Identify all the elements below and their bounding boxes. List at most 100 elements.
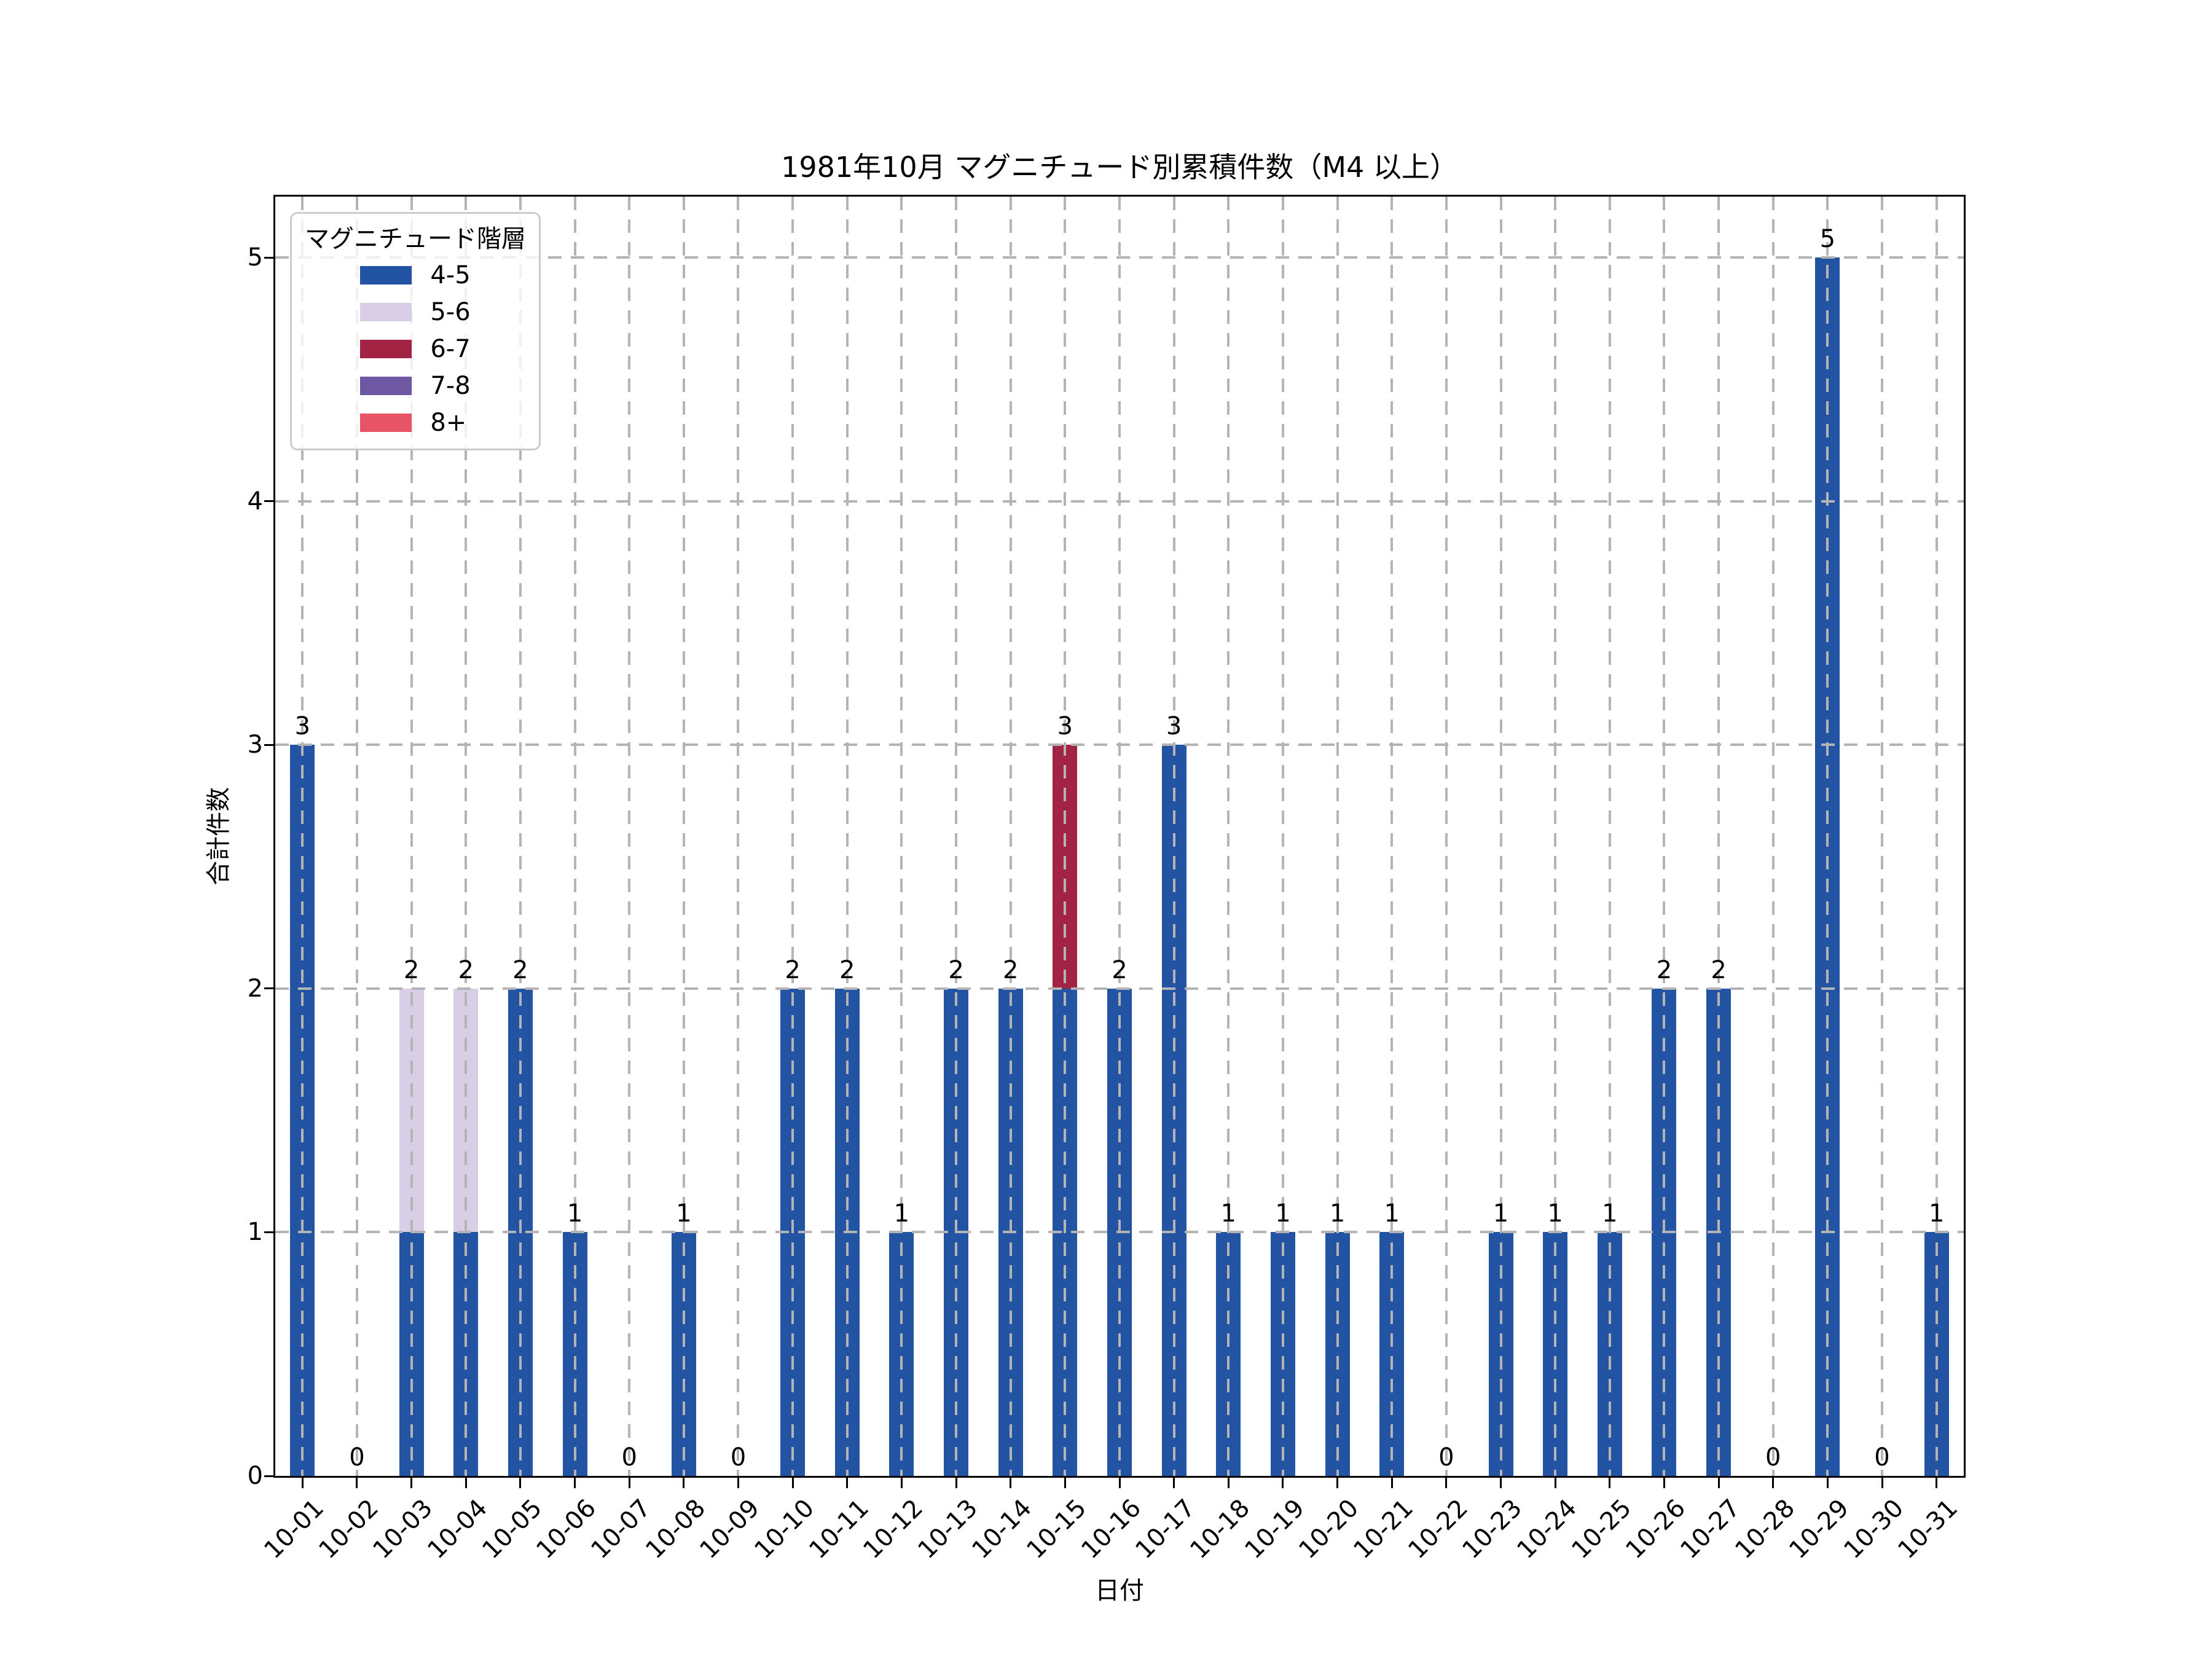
x-tick <box>1118 1477 1121 1488</box>
legend-swatch <box>360 266 412 284</box>
x-tick <box>1390 1477 1393 1488</box>
x-tick-label: 10-28 <box>1729 1494 1800 1565</box>
x-tick <box>1609 1477 1611 1488</box>
x-tick-label: 10-13 <box>912 1494 983 1565</box>
bar-value-label: 2 <box>1002 955 1019 984</box>
x-tick-label: 10-23 <box>1457 1494 1528 1565</box>
x-tick-label: 10-29 <box>1784 1494 1855 1565</box>
bar-value-label: 1 <box>1275 1199 1291 1228</box>
v-gridline <box>1064 197 1067 1476</box>
x-tick <box>410 1477 413 1488</box>
x-tick <box>900 1477 903 1488</box>
bar-value-label: 0 <box>349 1443 365 1472</box>
x-tick <box>1881 1477 1883 1488</box>
x-tick <box>1064 1477 1066 1488</box>
bar-value-label: 2 <box>1112 955 1128 984</box>
x-tick-label: 10-27 <box>1675 1494 1746 1565</box>
legend-title: マグニチュード階層 <box>305 225 526 253</box>
x-tick-label: 10-15 <box>1021 1494 1092 1565</box>
v-gridline <box>900 197 903 1476</box>
bar-value-label: 1 <box>1928 1199 1945 1228</box>
bar-value-label: 2 <box>512 955 528 984</box>
x-tick <box>574 1477 576 1488</box>
y-tick-label: 1 <box>247 1218 263 1247</box>
x-tick-label: 10-05 <box>477 1494 547 1565</box>
bar-value-label: 2 <box>1656 955 1673 984</box>
bar-value-label: 1 <box>1602 1199 1618 1228</box>
legend-item-label: 4-5 <box>430 261 471 289</box>
y-tick-label: 5 <box>247 243 263 272</box>
v-gridline <box>1390 197 1394 1476</box>
legend-row: 6-7 <box>360 331 471 367</box>
x-tick-label: 10-31 <box>1892 1494 1964 1565</box>
y-tick-label: 2 <box>247 974 263 1003</box>
bar-value-label: 1 <box>1492 1199 1509 1228</box>
y-tick <box>264 1475 275 1477</box>
bar-value-label: 0 <box>1874 1443 1890 1472</box>
x-tick <box>1445 1477 1448 1488</box>
y-tick <box>264 256 275 259</box>
legend-row: 4-5 <box>360 257 471 294</box>
y-tick-label: 3 <box>247 731 263 759</box>
v-gridline <box>1009 197 1012 1476</box>
chart-title: 1981年10月 マグニチュード別累積件数（M4 以上） <box>781 151 1458 184</box>
x-tick-label: 10-07 <box>586 1494 657 1565</box>
x-tick-label: 10-20 <box>1293 1494 1365 1565</box>
x-tick-label: 10-30 <box>1838 1494 1909 1565</box>
bar-value-label: 2 <box>458 955 474 984</box>
x-tick <box>846 1477 849 1488</box>
v-gridline <box>1881 197 1884 1476</box>
bar-value-label: 5 <box>1819 225 1836 254</box>
v-gridline <box>1608 197 1611 1476</box>
x-tick <box>1227 1477 1230 1488</box>
x-tick <box>791 1477 794 1488</box>
bar-value-label: 0 <box>1438 1443 1454 1472</box>
x-tick <box>737 1477 739 1488</box>
v-gridline <box>1663 197 1666 1476</box>
v-gridline <box>737 197 740 1476</box>
bar-value-label: 3 <box>1166 712 1182 741</box>
v-gridline <box>955 197 958 1476</box>
x-tick <box>1936 1477 1938 1488</box>
x-tick-label: 10-18 <box>1185 1494 1256 1565</box>
x-tick-label: 10-11 <box>803 1494 874 1565</box>
y-tick-label: 0 <box>247 1462 263 1490</box>
x-tick-label: 10-26 <box>1620 1494 1692 1565</box>
bar-value-label: 2 <box>403 955 420 984</box>
v-gridline <box>410 197 413 1476</box>
x-tick-label: 10-01 <box>259 1494 330 1565</box>
legend: マグニチュード階層 4-5 5-6 6-7 7-8 8+ <box>290 212 541 450</box>
legend-swatch <box>360 377 412 395</box>
v-gridline <box>1281 197 1284 1476</box>
v-gridline <box>573 197 576 1476</box>
y-tick-label: 4 <box>247 487 263 516</box>
x-tick <box>1772 1477 1775 1488</box>
x-tick <box>356 1477 358 1488</box>
legend-row: 7-8 <box>360 367 471 404</box>
x-tick <box>628 1477 630 1488</box>
x-tick <box>465 1477 467 1488</box>
bar-value-label: 1 <box>893 1199 910 1228</box>
v-gridline <box>1227 197 1230 1476</box>
v-gridline <box>1172 197 1175 1476</box>
v-gridline <box>1336 197 1339 1476</box>
v-gridline <box>1554 197 1557 1476</box>
legend-swatch <box>360 340 412 358</box>
x-tick-label: 10-14 <box>967 1494 1038 1565</box>
x-tick <box>1717 1477 1720 1488</box>
x-tick-label: 10-08 <box>640 1494 711 1565</box>
v-gridline <box>519 197 522 1476</box>
bar-value-label: 0 <box>621 1443 637 1472</box>
bar-value-label: 0 <box>730 1443 747 1472</box>
v-gridline <box>355 197 358 1476</box>
v-gridline <box>1771 197 1775 1476</box>
x-tick-label: 10-12 <box>858 1494 929 1565</box>
x-tick-label: 10-09 <box>694 1494 766 1565</box>
x-tick <box>1173 1477 1175 1488</box>
x-tick-label: 10-02 <box>313 1494 384 1565</box>
v-gridline <box>1118 197 1121 1476</box>
v-gridline <box>845 197 849 1476</box>
v-gridline <box>465 197 468 1476</box>
bar-value-label: 0 <box>1765 1443 1781 1472</box>
y-tick <box>264 987 275 990</box>
